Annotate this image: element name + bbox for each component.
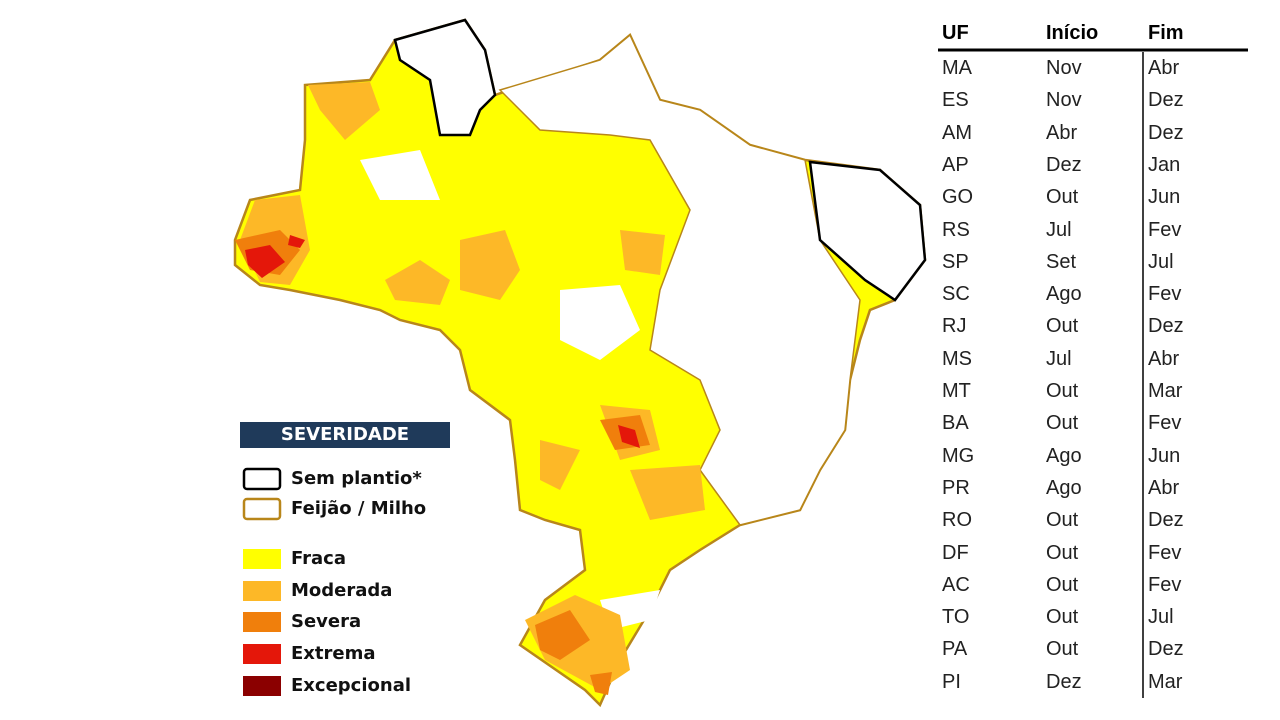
legend-swatch bbox=[242, 467, 282, 491]
table-cell: Abr bbox=[1148, 347, 1180, 370]
table-header: Início bbox=[1046, 22, 1099, 44]
table-cell: DF bbox=[942, 541, 969, 564]
table-cell: Fev bbox=[1148, 412, 1182, 435]
table-cell: SC bbox=[942, 283, 970, 306]
table-cell: RS bbox=[942, 218, 970, 241]
table-cell: TO bbox=[942, 606, 970, 629]
legend-title-box bbox=[240, 422, 450, 448]
table-cell: PR bbox=[942, 476, 970, 499]
table-cell: PI bbox=[942, 670, 961, 693]
table-cell: MS bbox=[942, 347, 972, 370]
table-cell: Jul bbox=[1046, 347, 1072, 370]
table-cell: Out bbox=[1046, 573, 1079, 596]
table-cell: Out bbox=[1046, 509, 1079, 532]
legend-swatch bbox=[242, 497, 282, 521]
table-cell: Out bbox=[1046, 380, 1079, 402]
table-cell: MG bbox=[942, 444, 975, 467]
legend-swatch bbox=[243, 676, 281, 696]
table-cell: Ago bbox=[1046, 283, 1082, 306]
table-cell: Out bbox=[1046, 541, 1079, 564]
table-cell: ES bbox=[942, 89, 969, 112]
table-cell: Dez bbox=[1148, 638, 1184, 661]
table-cell: AP bbox=[942, 153, 969, 176]
table-cell: Fev bbox=[1148, 218, 1182, 241]
legend-label: Extrema bbox=[291, 643, 376, 664]
table-header: Fim bbox=[1148, 22, 1184, 44]
table-cell: Fev bbox=[1148, 541, 1182, 564]
legend-swatch bbox=[243, 612, 281, 632]
legend-label: Sem plantio* bbox=[291, 468, 422, 489]
table-cell: Dez bbox=[1046, 153, 1082, 176]
table-header: UF bbox=[942, 22, 969, 44]
table-cell: MA bbox=[942, 57, 972, 79]
legend-swatch bbox=[243, 581, 281, 601]
legend-label: Severa bbox=[291, 611, 361, 632]
table-cell: RO bbox=[942, 509, 972, 532]
table-cell: Jul bbox=[1148, 250, 1174, 273]
table-cell: Fev bbox=[1148, 573, 1182, 596]
table-cell: Jan bbox=[1148, 153, 1181, 176]
table-cell: Ago bbox=[1046, 444, 1082, 467]
table-cell: Ago bbox=[1046, 476, 1082, 499]
table-cell: Out bbox=[1046, 315, 1079, 338]
legend-title: SEVERIDADE bbox=[281, 424, 409, 445]
table-cell: Dez bbox=[1148, 315, 1184, 338]
table-cell: Set bbox=[1046, 250, 1077, 273]
table-cell: Jun bbox=[1148, 444, 1181, 467]
table-cell: Abr bbox=[1148, 57, 1180, 79]
table-cell: Jun bbox=[1148, 186, 1181, 209]
table-cell: RJ bbox=[942, 315, 967, 338]
table-cell: Jul bbox=[1046, 218, 1072, 241]
table-cell: Dez bbox=[1046, 670, 1082, 693]
table-cell: GO bbox=[942, 186, 974, 209]
table-cell: Nov bbox=[1046, 57, 1082, 79]
table-cell: AC bbox=[942, 573, 970, 596]
table-cell: Dez bbox=[1148, 509, 1184, 532]
table-cell: Out bbox=[1046, 638, 1079, 661]
legend-label: Fraca bbox=[291, 548, 346, 569]
table-cell: Dez bbox=[1148, 89, 1184, 112]
table-cell: PA bbox=[942, 638, 968, 661]
table-cell: Fev bbox=[1148, 283, 1182, 306]
legend-label: Moderada bbox=[291, 580, 392, 601]
no-data-area bbox=[360, 150, 660, 630]
table-cell: Out bbox=[1046, 186, 1079, 209]
table-cell: Jul bbox=[1148, 606, 1174, 629]
table-cell: BA bbox=[942, 412, 969, 435]
table-cell: AM bbox=[942, 121, 972, 144]
table-cell: Mar bbox=[1148, 670, 1183, 693]
table-cell: MT bbox=[942, 380, 971, 402]
table-cell: Out bbox=[1046, 606, 1079, 629]
table-cell: SP bbox=[942, 250, 969, 273]
no-planting-area bbox=[808, 160, 927, 302]
table-cell: Dez bbox=[1148, 121, 1184, 144]
legend-label: Excepcional bbox=[291, 675, 411, 696]
no-data-area bbox=[498, 33, 861, 526]
legend-swatch bbox=[243, 644, 281, 664]
legend-swatch bbox=[243, 549, 281, 569]
no-planting-area bbox=[393, 18, 497, 137]
legend-label: Feijão / Milho bbox=[291, 498, 426, 519]
table-cell: Abr bbox=[1148, 476, 1180, 499]
table-cell: Mar bbox=[1148, 380, 1183, 402]
table-cell: Abr bbox=[1046, 121, 1078, 144]
table-cell: Out bbox=[1046, 412, 1079, 435]
legend: Sem plantio* Feijão / Milho Fraca Moderada S… bbox=[291, 468, 426, 696]
table-cell: Nov bbox=[1046, 89, 1082, 112]
